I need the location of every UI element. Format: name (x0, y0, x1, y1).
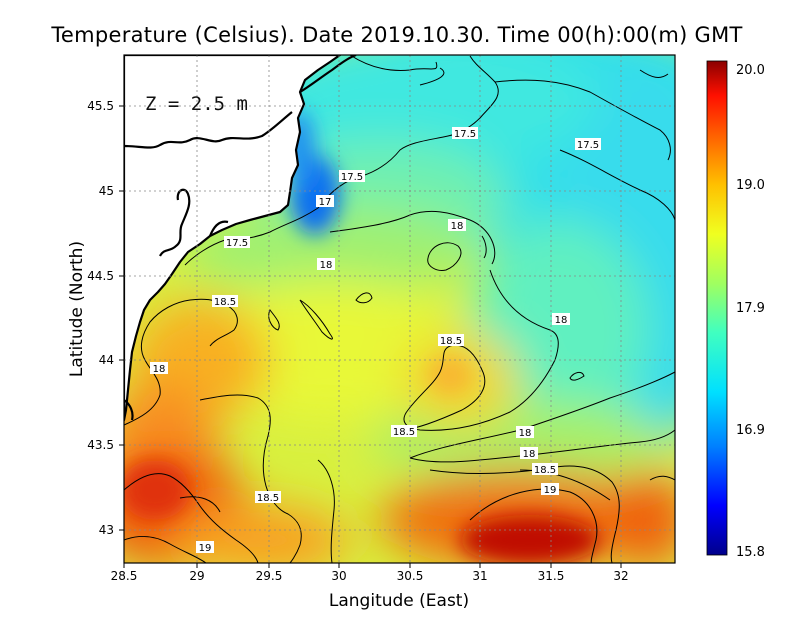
land-detail (299, 55, 357, 93)
x-tick-marks (123, 563, 622, 568)
svg-text:18.5: 18.5 (393, 427, 415, 438)
x-tick-label: 31 (472, 569, 487, 583)
svg-text:19: 19 (199, 543, 212, 554)
contour-label: 17.5 (224, 236, 250, 249)
contour-label: 18 (552, 313, 570, 326)
contour-label: 18.5 (255, 491, 281, 504)
svg-text:18: 18 (523, 449, 536, 460)
svg-text:17.5: 17.5 (454, 129, 476, 140)
svg-text:18: 18 (555, 315, 568, 326)
x-tick-label: 29 (189, 569, 204, 583)
colorbar-label: 17.9 (736, 301, 765, 316)
y-tick-label: 45.5 (87, 99, 114, 113)
contour-label: 17.5 (339, 170, 365, 183)
x-tick-label: 32 (613, 569, 628, 583)
contour-label: 17.5 (575, 138, 601, 151)
contour-label: 17.5 (452, 127, 478, 140)
svg-text:18.5: 18.5 (214, 297, 236, 308)
land-detail (124, 111, 293, 149)
land-detail (208, 220, 229, 237)
y-tick-label: 45 (99, 184, 114, 198)
colorbar-label: 15.8 (736, 545, 765, 560)
svg-text:17.5: 17.5 (341, 172, 363, 183)
y-tick-label: 44.5 (87, 269, 114, 283)
x-axis-label: Langitude (East) (329, 591, 469, 611)
contour-label: 18.5 (391, 425, 417, 438)
svg-text:18: 18 (320, 260, 333, 271)
x-tick-label: 31.5 (538, 569, 565, 583)
svg-text:18: 18 (153, 364, 166, 375)
x-tick-label: 30 (331, 569, 346, 583)
grid-lines (124, 55, 675, 563)
svg-text:19: 19 (544, 485, 557, 496)
depth-label: Z = 2.5 m (145, 93, 248, 115)
svg-text:18.5: 18.5 (257, 493, 279, 504)
x-tick-label: 30.5 (397, 569, 424, 583)
temperature-field: 17.5 17.5 17.5 17 18 17.5 18 18.5 18.5 1… (124, 55, 675, 563)
svg-text:18: 18 (519, 428, 532, 439)
contour-label: 19 (541, 483, 559, 496)
contour-label: 18 (317, 258, 335, 271)
svg-text:18.5: 18.5 (440, 336, 462, 347)
chart-title: Temperature (Celsius). Date 2019.10.30. … (50, 23, 742, 47)
svg-text:17.5: 17.5 (577, 140, 599, 151)
svg-text:17.5: 17.5 (226, 238, 248, 249)
contour-label: 18.5 (212, 295, 238, 308)
contour-label: 18.5 (438, 334, 464, 347)
contour-label: 18 (150, 362, 168, 375)
contour-label: 18 (520, 447, 538, 460)
y-tick-label: 44 (99, 353, 114, 367)
y-tick-marks (119, 105, 124, 531)
plot-frame (123, 54, 676, 564)
y-tick-label: 43.5 (87, 438, 114, 452)
colorbar-label: 20.0 (736, 63, 765, 78)
svg-text:18: 18 (451, 221, 464, 232)
y-tick-labels: 43 43.5 44 44.5 45 45.5 (87, 99, 114, 537)
land-detail (159, 188, 191, 257)
x-tick-labels: 28.5 29 29.5 30 30.5 31 31.5 32 (111, 569, 629, 583)
contour-label: 19 (196, 541, 214, 554)
contour-label: 18 (516, 426, 534, 439)
colorbar: 20.0 19.0 17.9 16.9 15.8 (706, 60, 765, 560)
colorbar-label: 19.0 (736, 178, 765, 193)
y-tick-label: 43 (99, 523, 114, 537)
y-axis-label: Latitude (North) (67, 241, 87, 377)
colorbar-gradient (706, 60, 728, 556)
colorbar-label: 16.9 (736, 423, 765, 438)
svg-text:18.5: 18.5 (534, 465, 556, 476)
x-tick-label: 28.5 (111, 569, 138, 583)
x-tick-label: 29.5 (256, 569, 283, 583)
contour-label: 17 (316, 195, 334, 208)
svg-text:17: 17 (319, 197, 332, 208)
land-detail (124, 399, 134, 421)
contour-label-group: 17.5 17.5 17.5 17 18 17.5 18 18.5 18.5 1… (150, 127, 601, 554)
land-mass (124, 55, 342, 422)
contour-label: 18.5 (532, 463, 558, 476)
contour-label: 18 (448, 219, 466, 232)
